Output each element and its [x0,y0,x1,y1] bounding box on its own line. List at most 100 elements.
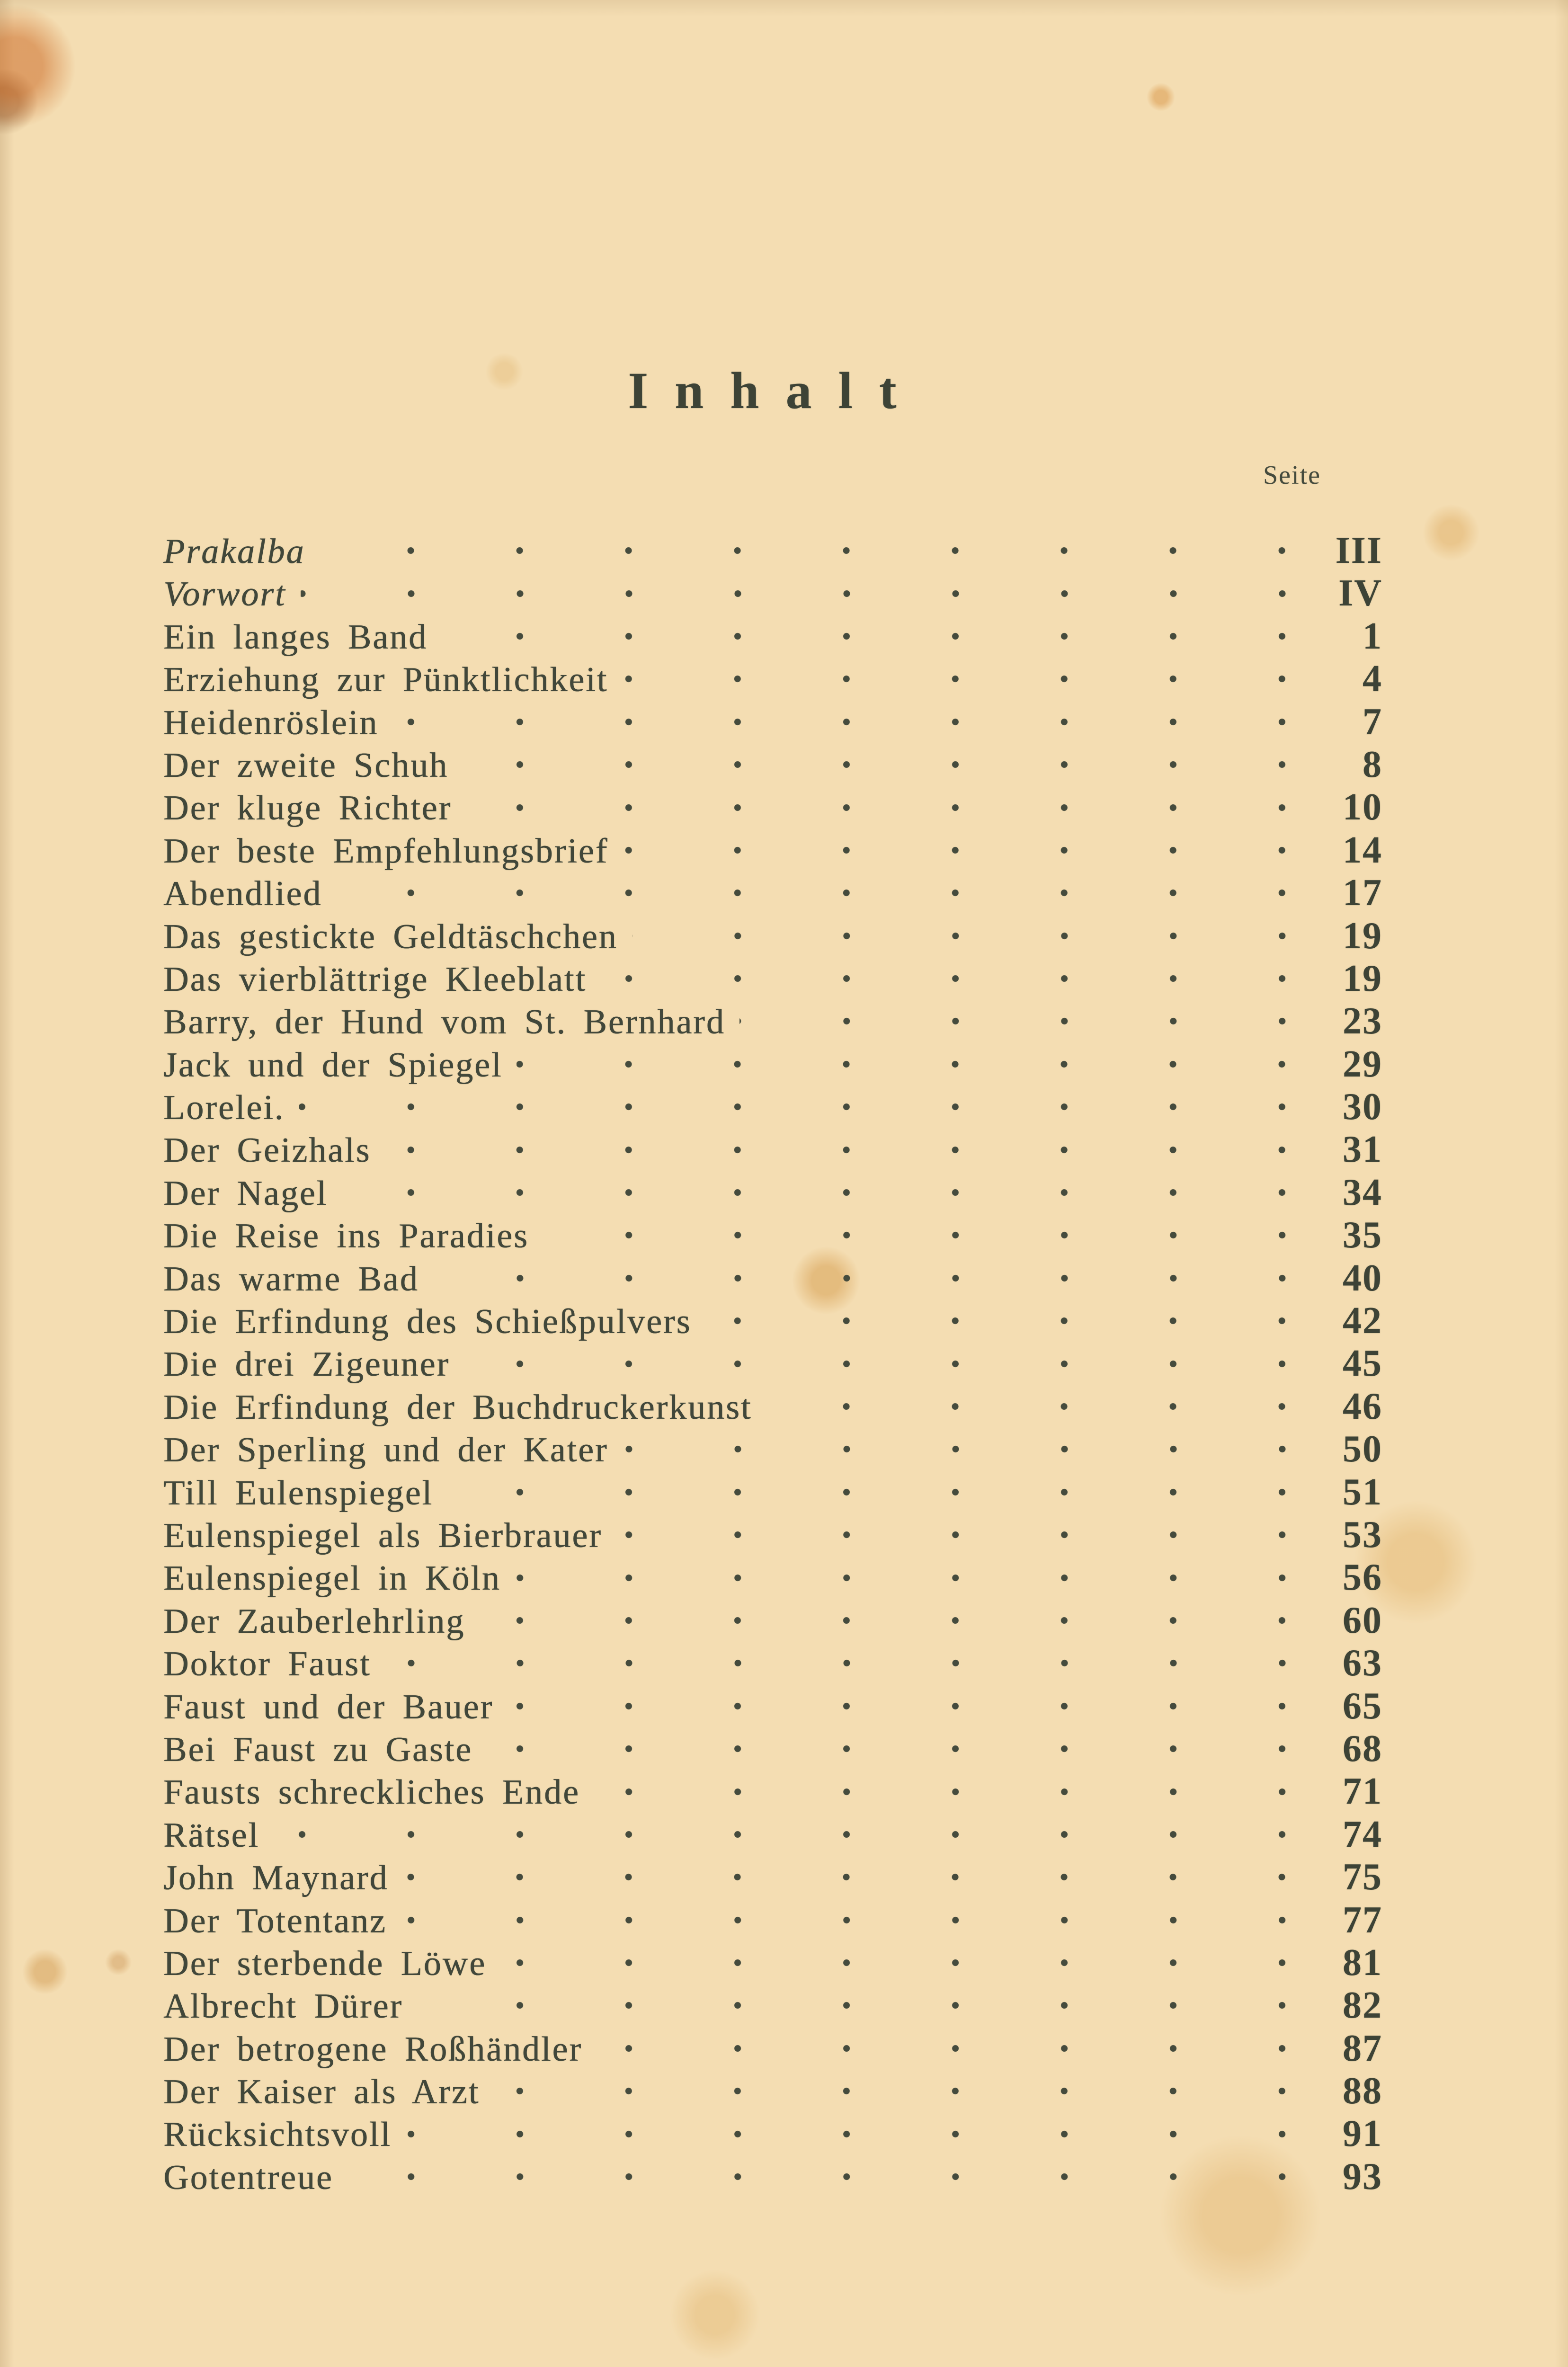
toc-entry-title: Ein langes Band [163,617,428,657]
dot-leader [402,1856,1300,1899]
toc-entry-page: 8 [1363,743,1382,785]
toc-entry-title: Till Eulenspiegel [163,1473,433,1513]
toc-row: Abendlied 17 [163,872,1382,915]
toc-entry-page: 34 [1343,1171,1382,1213]
toc-entry-title: Der betrogene Roßhändler [163,2029,582,2069]
toc-entry-title: Vorwort [163,575,286,614]
toc-entry-title: Der beste Empfehlungsbrief [163,831,609,871]
toc-entry-page: 93 [1343,2155,1382,2198]
toc-entry-page: 1 [1363,615,1382,657]
dot-leader [463,743,1300,786]
dot-leader [417,1984,1300,2027]
toc-entry-title: Faust und der Bauer [163,1687,494,1726]
toc-entry-page: 65 [1343,1685,1382,1727]
dot-leader [622,658,1300,701]
toc-entry-page: 35 [1343,1214,1382,1256]
toc-entry-title: Erziehung zur Pünktlichkeit [163,660,608,700]
toc-row: Rätsel 74 [163,1813,1382,1856]
dot-leader [517,1042,1300,1086]
toc-entry-title: John Maynard [163,1859,389,1898]
toc-row: Lorelei. 30 [163,1086,1382,1129]
toc-entry-page: 31 [1343,1129,1382,1171]
toc-entry-page: 45 [1343,1343,1382,1385]
toc-row: Der Kaiser als Arzt 88 [163,2070,1382,2113]
toc-entry-title: Der kluge Richter [163,789,452,828]
toc-entry-page: III [1335,530,1382,571]
toc-entry-title: Eulenspiegel in Köln [163,1559,501,1598]
toc-entry-page: IV [1338,572,1382,614]
toc-entry-page: 7 [1363,701,1382,743]
toc-row: Der Zauberlehrling 60 [163,1599,1382,1642]
toc-entry-title: Das vierblättrige Kleeblatt [163,960,587,999]
dot-leader [299,1086,1300,1129]
toc-entry-page: 51 [1343,1471,1382,1513]
page-column-header: Seite [1263,461,1321,490]
toc-entry-page: 88 [1343,2070,1382,2112]
toc-entry-title: Bei Faust zu Gaste [163,1730,472,1769]
toc-row: John Maynard 75 [163,1856,1382,1899]
toc-row: Eulenspiegel als Bierbrauer 53 [163,1513,1382,1557]
dot-leader [623,828,1300,872]
toc-entry-title: Die Erfindung des Schießpulvers [163,1302,692,1342]
dot-leader [401,1898,1300,1941]
dot-leader [739,1000,1300,1043]
toc-row: Das vierblättrige Kleeblatt 19 [163,957,1382,1000]
dot-leader [347,2155,1300,2198]
toc-entry-page: 10 [1343,786,1382,828]
dot-leader [616,1513,1300,1557]
toc-entry-title: Lorelei. [163,1088,285,1128]
toc-row: Der kluge Richter 10 [163,786,1382,829]
toc-entry-title: Der Nagel [163,1174,328,1213]
toc-entry-title: Das warme Bad [163,1259,419,1299]
toc-entry-title: Der Totentanz [163,1901,387,1940]
toc-entry-title: Die Reise ins Paradies [163,1217,529,1256]
dot-leader [600,957,1300,1000]
toc-entry-title: Der Sperling und der Kater [163,1431,608,1470]
dot-leader [300,572,1300,615]
toc-entry-title: Barry, der Hund vom St. Bernhard [163,1003,725,1042]
toc-row: Der Sperling und der Kater 50 [163,1428,1382,1471]
dot-leader [442,614,1300,658]
toc-row: Erziehung zur Pünktlichkeit 4 [163,658,1382,701]
toc-entry-page: 30 [1343,1086,1382,1128]
toc-entry-page: 82 [1343,1984,1382,2027]
dot-leader [486,1727,1300,1771]
dot-leader [543,1214,1300,1257]
toc-row: Der sterbende Löwe 81 [163,1941,1382,1984]
toc-row: Der Geizhals 31 [163,1128,1382,1171]
toc-entry-title: Doktor Faust [163,1645,371,1684]
toc-entry-title: Der sterbende Löwe [163,1944,486,1983]
dot-leader [766,1385,1300,1428]
dot-leader [273,1813,1300,1856]
dot-leader [466,786,1300,829]
toc-entry-title: Gotentreue [163,2158,333,2197]
dot-leader [508,1684,1300,1727]
toc-row: Vorwort IV [163,572,1382,615]
toc-entry-title: Jack und der Spiegel [163,1045,503,1085]
toc-entry-page: 91 [1343,2113,1382,2155]
toc-list: Prakalba III Vorwort IV Ein langes Band 1 Erzi… [163,529,1382,2198]
toc-entry-title: Der zweite Schuh [163,746,449,785]
toc-row: Prakalba III [163,529,1382,572]
dot-leader [319,529,1300,572]
toc-row: Der Nagel 34 [163,1171,1382,1214]
toc-row: Das warme Bad 40 [163,1256,1382,1300]
toc-entry-title: Die Erfindung der Buchdruckerkunst [163,1388,752,1427]
toc-entry-page: 4 [1363,658,1382,700]
toc-row: Der betrogene Roßhändler 87 [163,2027,1382,2070]
toc-entry-page: 77 [1343,1899,1382,1941]
toc-entry-title: Die drei Zigeuner [163,1345,450,1384]
dot-leader [632,914,1300,957]
toc-entry-page: 74 [1343,1813,1382,1855]
dot-leader [479,1599,1300,1642]
toc-entry-page: 29 [1343,1043,1382,1085]
toc-row: Der beste Empfehlungsbrief 14 [163,828,1382,872]
toc-row: Der Totentanz 77 [163,1898,1382,1941]
toc-entry-title: Der Geizhals [163,1131,371,1170]
toc-entry-title: Heidenröslein [163,703,379,742]
toc-entry-title: Der Kaiser als Arzt [163,2073,480,2112]
toc-entry-page: 14 [1343,829,1382,871]
dot-leader [515,1556,1300,1599]
toc-entry-page: 42 [1343,1300,1382,1342]
